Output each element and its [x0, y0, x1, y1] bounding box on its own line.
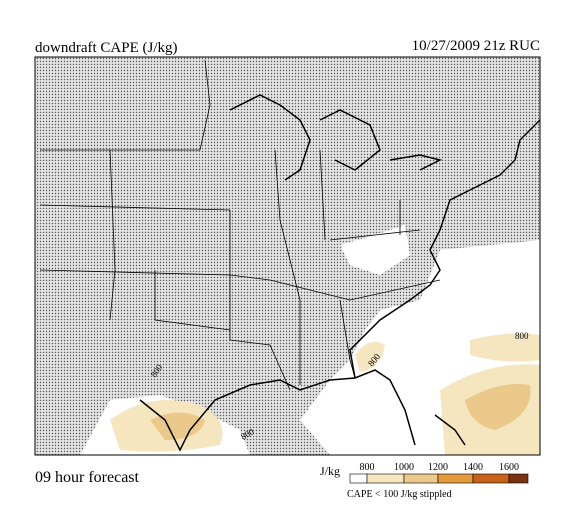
legend-tick: 1200 [428, 462, 448, 473]
boundaries [39, 59, 441, 391]
colorbar-box [403, 473, 439, 484]
legend-tick: 1600 [499, 462, 519, 473]
legend-unit: J/kg [320, 464, 340, 478]
legend-tick: 800 [360, 462, 375, 473]
colorbar-box [472, 473, 510, 484]
colorbar-box [349, 473, 368, 484]
contour-label: 800 [515, 331, 529, 341]
coastline [139, 94, 540, 452]
run-label: 10/27/2009 21z RUC [412, 38, 540, 54]
cape-shade [355, 341, 385, 372]
cape-shade [465, 384, 531, 430]
legend-tick: 1400 [463, 462, 483, 473]
map: 800 800 800 800 [35, 57, 540, 455]
colorbar [349, 473, 529, 484]
title: downdraft CAPE (J/kg) [35, 40, 178, 56]
legend-tick: 1000 [394, 462, 414, 473]
forecast-label: 09 hour forecast [35, 469, 140, 486]
clear-region [340, 225, 410, 275]
cape-shade [470, 333, 540, 362]
colorbar-box [366, 473, 405, 484]
map-frame [34, 56, 541, 456]
colorbar-box [508, 473, 529, 484]
legend-note: CAPE < 100 J/kg stippled [347, 489, 452, 500]
colorbar-box [437, 473, 474, 484]
